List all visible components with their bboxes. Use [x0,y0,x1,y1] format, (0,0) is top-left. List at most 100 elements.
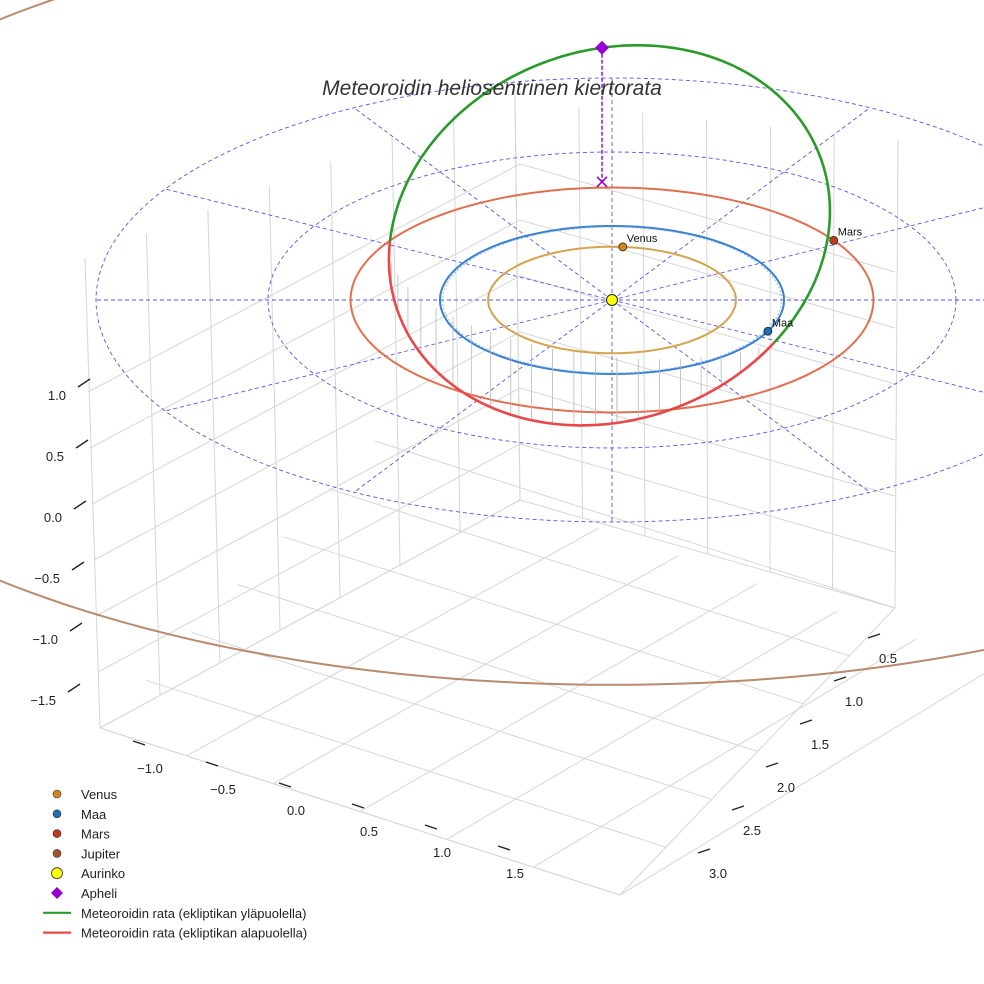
z-tick [67,683,81,693]
grid-line [145,233,161,696]
y-tick-label: 0.5 [879,651,897,666]
ecliptic-grid [95,77,984,523]
grid-line [894,139,899,609]
grid-line [446,610,837,840]
grid-line [99,499,521,729]
x-tick-label: 0.5 [360,824,378,839]
planet-orbit-maa [438,225,785,375]
planet-label: Mars [838,226,863,238]
grid-line [453,113,461,533]
grid-line [533,638,917,868]
grid-line [237,584,758,752]
z-tick-label: −1.5 [30,693,56,708]
ecliptic-spoke [353,299,613,493]
axis-ticks: −1.0 −0.5 0.0 0.5 1.0 1.5 0.5 1.0 1.5 2.0 2.5 3.0 1.… [30,378,897,881]
grid-line [359,583,758,812]
planet-orbit-jupiter [0,0,984,686]
x-tick [278,782,292,788]
planet-orbit-mars [349,186,875,414]
planet-label: Maa [772,317,794,329]
grid-line [97,443,896,673]
x-tick-label: 1.0 [433,845,451,860]
grid-line [642,113,646,537]
meteoroid-orbit-below [387,241,775,427]
grid-line [283,536,804,705]
grid-line [99,727,621,896]
y-tick [697,848,711,854]
grid-line [578,106,583,519]
grid-line [832,133,835,591]
meteoroid-orbit [387,44,832,427]
y-tick-label: 1.5 [811,737,829,752]
planet-label: Venus [627,233,658,245]
aphelion-marker [594,40,609,55]
z-tick-label: 0.5 [46,449,64,464]
y-tick [731,805,745,811]
ecliptic-ring [95,77,984,523]
x-tick [497,845,511,851]
grid-line [99,499,896,729]
grid-line [374,440,896,609]
legend-label: Aurinko [81,866,125,881]
y-tick-label: 2.5 [743,823,761,838]
chart-title: Meteoroidin heliosentrinen kiertorata [322,77,662,100]
z-tick-label: 0.0 [44,510,62,525]
grid-line [268,185,281,631]
grid-line [329,488,850,657]
axis-panes [84,89,984,896]
ecliptic-spoke [611,299,871,493]
grid-line [273,555,679,785]
z-tick-label: −0.5 [34,571,60,586]
grid-line [619,673,984,896]
markers: Venus Maa Mars [594,40,863,336]
grid-line [84,257,101,729]
z-tick [71,561,85,571]
z-tick [73,500,87,510]
z-tick [75,439,89,449]
y-tick [765,762,779,768]
legend-label: Meteoroidin rata (ekliptikan alapuolella… [81,926,307,941]
ecliptic-ring [267,151,957,449]
planet-marker-maa [763,326,773,336]
legend-marker-maa [52,809,62,819]
x-tick-label: 1.5 [506,866,524,881]
legend-marker-venus [52,789,62,799]
grid-line [207,209,221,663]
ecliptic-spoke [611,299,984,393]
y-tick-label: 2.0 [777,780,795,795]
planet-orbits [0,0,984,686]
legend-marker-mars [52,829,62,838]
grid-line [391,137,401,566]
ecliptic-spoke [611,107,871,301]
legend: Venus Maa Mars Jupiter Aurinko Apheli Meteoroi… [43,787,307,941]
legend-marker-aphelion [51,887,63,899]
z-tick [77,378,91,388]
grid-line [93,331,896,561]
grid-line [95,387,896,617]
x-tick-label: −0.5 [210,782,236,797]
grid-line [706,119,708,555]
y-tick [799,719,813,725]
x-tick [351,803,365,809]
meteoroid-orbit-above [388,44,832,344]
planet-orbit-venus [487,245,737,355]
legend-label: Maa [81,807,107,822]
y-tick [833,676,847,682]
earth-orbit-trail [442,226,782,374]
y-tick-label: 1.0 [845,694,863,709]
x-tick [205,761,219,767]
ecliptic-spoke [165,299,613,412]
grid-line [89,219,896,449]
y-tick-label: 3.0 [709,866,727,881]
aphelion-projection-x [596,176,608,188]
grid-line [87,163,896,393]
legend-marker-jupiter [52,849,62,858]
z-tick [69,622,83,632]
grid-line [186,527,600,757]
x-tick [132,740,146,746]
planet-marker-venus [618,242,628,252]
legend-label: Apheli [81,886,117,901]
x-tick-label: 0.0 [287,803,305,818]
z-tick-label: −1.0 [32,632,58,647]
